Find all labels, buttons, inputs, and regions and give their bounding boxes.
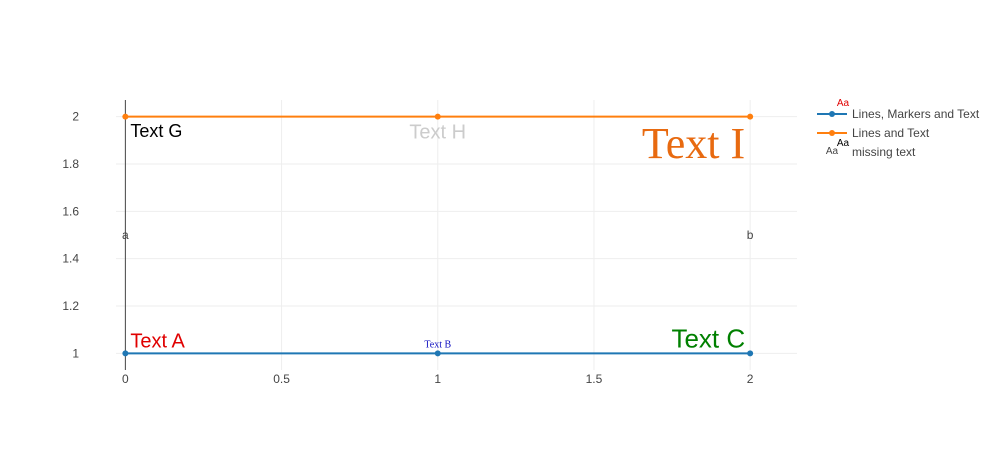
legend-label: missing text bbox=[852, 145, 916, 159]
point-text-label: a bbox=[122, 228, 129, 242]
data-point bbox=[434, 113, 441, 120]
legend-text-sample: Aa bbox=[837, 98, 850, 109]
x-tick-label: 0.5 bbox=[273, 372, 290, 386]
y-tick-label: 1.4 bbox=[62, 252, 79, 266]
legend-label: Lines and Text bbox=[852, 126, 930, 140]
data-point bbox=[434, 350, 441, 357]
point-text-label: b bbox=[747, 228, 754, 242]
x-tick-label: 1 bbox=[434, 372, 441, 386]
y-tick-label: 1.6 bbox=[62, 204, 79, 218]
data-point bbox=[747, 113, 754, 120]
x-tick-label: 0 bbox=[122, 372, 129, 386]
legend-marker-swatch bbox=[829, 111, 835, 117]
point-text-label: Text A bbox=[130, 330, 185, 352]
point-text-label: Text C bbox=[671, 323, 745, 353]
series-layer bbox=[122, 113, 754, 357]
point-text-label: Text I bbox=[642, 119, 745, 168]
text-labels-layer: Text A Text B Text C Text G Text H Text I a b bbox=[122, 119, 754, 354]
axes: 0 0.5 1 1.5 2 1 1.2 1.4 1.6 1.8 2 bbox=[62, 100, 754, 386]
x-tick-label: 2 bbox=[747, 372, 754, 386]
point-text-label: Text G bbox=[130, 121, 182, 141]
data-point bbox=[747, 350, 754, 357]
y-tick-label: 2 bbox=[72, 110, 79, 124]
y-tick-label: 1 bbox=[72, 346, 79, 360]
legend-text-sample: Aa bbox=[837, 138, 850, 149]
x-tick-label: 1.5 bbox=[586, 372, 603, 386]
y-tick-label: 1.2 bbox=[62, 299, 79, 313]
point-text-label: Text B bbox=[424, 339, 451, 350]
legend-item[interactable]: Aa missing text bbox=[826, 145, 916, 159]
data-point bbox=[122, 350, 129, 357]
point-text-label: Text H bbox=[409, 122, 466, 144]
data-point bbox=[122, 113, 129, 120]
legend-label: Lines, Markers and Text bbox=[852, 107, 980, 121]
y-tick-label: 1.8 bbox=[62, 157, 79, 171]
legend-marker-swatch bbox=[829, 130, 835, 136]
legend-text-sample: Aa bbox=[826, 146, 839, 157]
